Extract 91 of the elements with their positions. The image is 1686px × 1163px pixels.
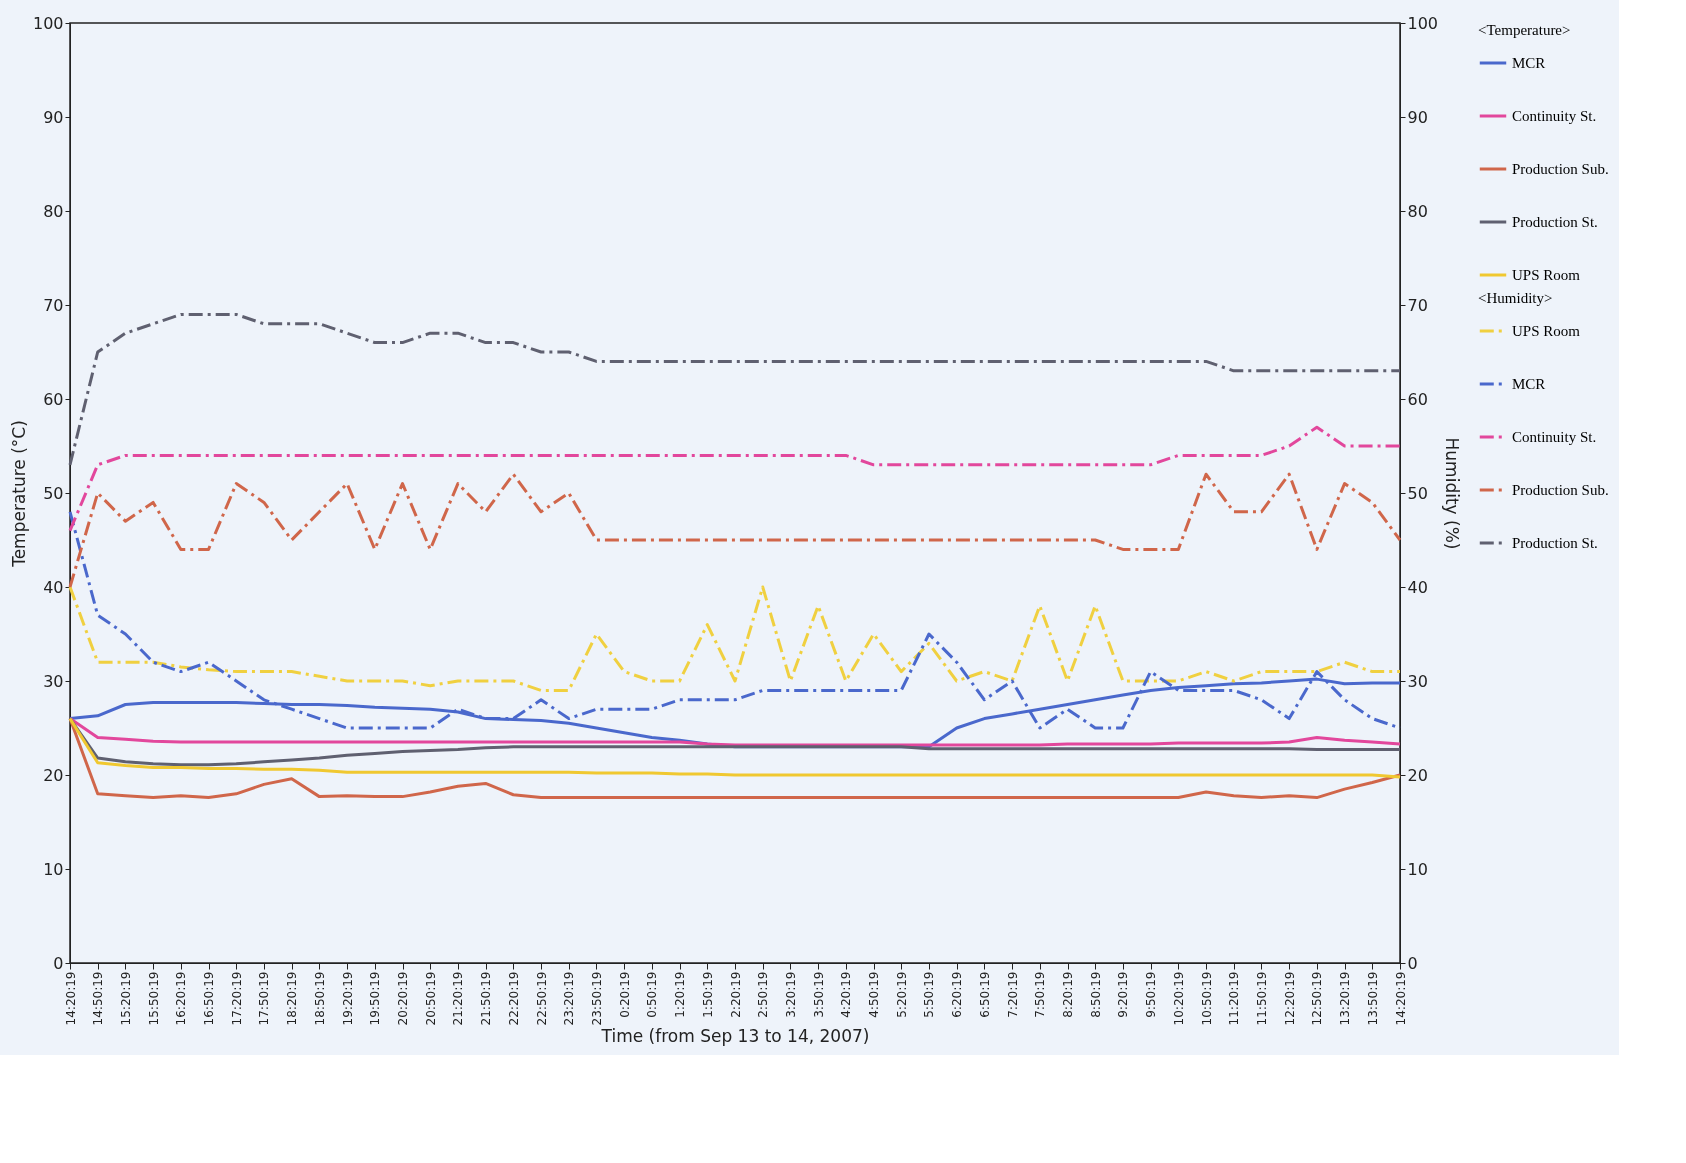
x-tick-label: 22:20:19 [506, 971, 521, 1026]
legend-label: MCR [1512, 376, 1546, 392]
y2-tick-label: 70 [1407, 295, 1428, 315]
y2-axis-title: Humidity (%) [1442, 437, 1463, 550]
y2-tick-label: 10 [1407, 859, 1428, 879]
x-tick-label: 15:20:19 [118, 971, 133, 1026]
x-tick-label: 9:20:19 [1116, 971, 1131, 1018]
x-tick-label: 17:50:19 [257, 971, 272, 1026]
x-tick-label: 3:20:19 [783, 971, 798, 1018]
x-tick-label: 8:20:19 [1061, 971, 1075, 1018]
x-tick-label: 1:20:19 [673, 971, 688, 1018]
legend-label: UPS Room [1512, 267, 1581, 283]
y-tick-label: 10 [43, 859, 64, 879]
y-tick-label: 80 [43, 201, 64, 221]
y-tick-label: 90 [43, 107, 64, 127]
y-tick-label: 50 [43, 483, 64, 503]
legend-label: Production St. [1512, 214, 1598, 230]
legend-label: Production Sub. [1512, 161, 1609, 177]
x-tick-label: 14:20:19 [63, 971, 78, 1026]
legend-label: Continuity St. [1512, 429, 1597, 445]
x-tick-label: 7:50:19 [1033, 971, 1048, 1018]
x-tick-label: 5:20:19 [894, 971, 909, 1018]
x-tick-label: 10:20:19 [1171, 971, 1186, 1026]
line-series [68, 717, 1402, 779]
y2-tick-label: 50 [1407, 483, 1428, 503]
x-tick-label: 13:20:19 [1338, 971, 1353, 1026]
y2-tick-label: 100 [1407, 13, 1439, 33]
legend-label: Production Sub. [1512, 482, 1609, 498]
x-tick-label: 5:50:19 [922, 971, 937, 1018]
x-tick-label: 10:50:19 [1199, 971, 1214, 1026]
line-series [68, 472, 1402, 589]
y-tick-label: 70 [43, 295, 64, 315]
x-tick-label: 14:50:19 [91, 971, 106, 1026]
x-tick-label: 16:20:19 [174, 971, 189, 1026]
y-tick-label: 60 [43, 389, 64, 409]
y2-tick-label: 40 [1407, 577, 1428, 597]
x-tick-label: 21:50:19 [479, 971, 494, 1026]
x-tick-label: 11:20:19 [1227, 971, 1242, 1026]
x-tick-label: 3:50:19 [811, 971, 826, 1018]
line-series [68, 312, 1402, 467]
x-tick-label: 0:20:19 [617, 971, 632, 1018]
x-tick-label: 20:50:19 [423, 971, 438, 1026]
x-tick-label: 8:50:19 [1088, 971, 1103, 1018]
y-tick-label: 20 [43, 765, 64, 785]
x-tick-label: 20:20:19 [396, 971, 410, 1026]
line-series [68, 425, 1402, 533]
x-tick-label: 22:50:19 [534, 971, 549, 1026]
y2-tick-label: 80 [1407, 201, 1428, 221]
x-tick-label: 9:50:19 [1144, 971, 1159, 1018]
x-tick-label: 21:20:19 [451, 971, 466, 1026]
x-tick-label: 17:20:19 [229, 971, 244, 1026]
x-tick-label: 2:50:19 [756, 971, 771, 1018]
legend-title: <Temperature> [1478, 22, 1571, 38]
x-tick-label: 19:50:19 [368, 971, 383, 1026]
y2-tick-label: 30 [1407, 671, 1428, 691]
legend-label: Continuity St. [1512, 108, 1597, 124]
y2-tick-label: 0 [1407, 953, 1418, 973]
x-tick-label: 12:20:19 [1282, 971, 1297, 1026]
x-tick-label: 15:50:19 [146, 971, 161, 1026]
x-tick-label: 7:20:19 [1005, 971, 1020, 1018]
legend-label: Production St. [1512, 535, 1598, 551]
x-tick-label: 23:20:19 [562, 971, 577, 1026]
x-tick-label: 23:50:19 [589, 971, 604, 1026]
x-tick-label: 18:50:19 [312, 971, 327, 1026]
y-tick-label: 0 [53, 953, 64, 973]
text: <Humidity> [1478, 290, 1553, 306]
x-tick-label: 4:50:19 [867, 971, 882, 1018]
y-tick-label: 100 [32, 13, 64, 33]
line-series [68, 585, 1402, 692]
y-tick-label: 30 [43, 671, 64, 691]
legend-label: UPS Room [1512, 323, 1581, 339]
y-tick-label: 40 [43, 577, 64, 597]
x-axis-title: Time (from Sep 13 to 14, 2007) [600, 1026, 870, 1047]
x-tick-label: 6:20:19 [950, 971, 965, 1018]
y2-tick-label: 20 [1407, 765, 1428, 785]
x-tick-label: 11:50:19 [1254, 971, 1269, 1026]
x-tick-label: 12:50:19 [1310, 971, 1325, 1026]
x-tick-label: 1:50:19 [700, 971, 715, 1018]
x-tick-label: 13:50:19 [1365, 971, 1380, 1026]
x-tick-label: 6:50:19 [977, 971, 992, 1018]
x-tick-label: 18:20:19 [285, 971, 300, 1026]
x-tick-label: 0:50:19 [645, 971, 660, 1018]
x-tick-label: 14:20:19 [1393, 971, 1408, 1026]
legend-label: MCR [1512, 55, 1546, 71]
y2-tick-label: 60 [1407, 389, 1428, 409]
x-tick-label: 19:20:19 [340, 971, 355, 1026]
y2-tick-label: 90 [1407, 107, 1428, 127]
x-tick-label: 2:20:19 [728, 971, 743, 1018]
x-tick-label: 16:50:19 [202, 971, 217, 1026]
x-tick-label: 4:20:19 [839, 971, 854, 1018]
y-axis-title: Temperature (°C) [8, 420, 29, 568]
